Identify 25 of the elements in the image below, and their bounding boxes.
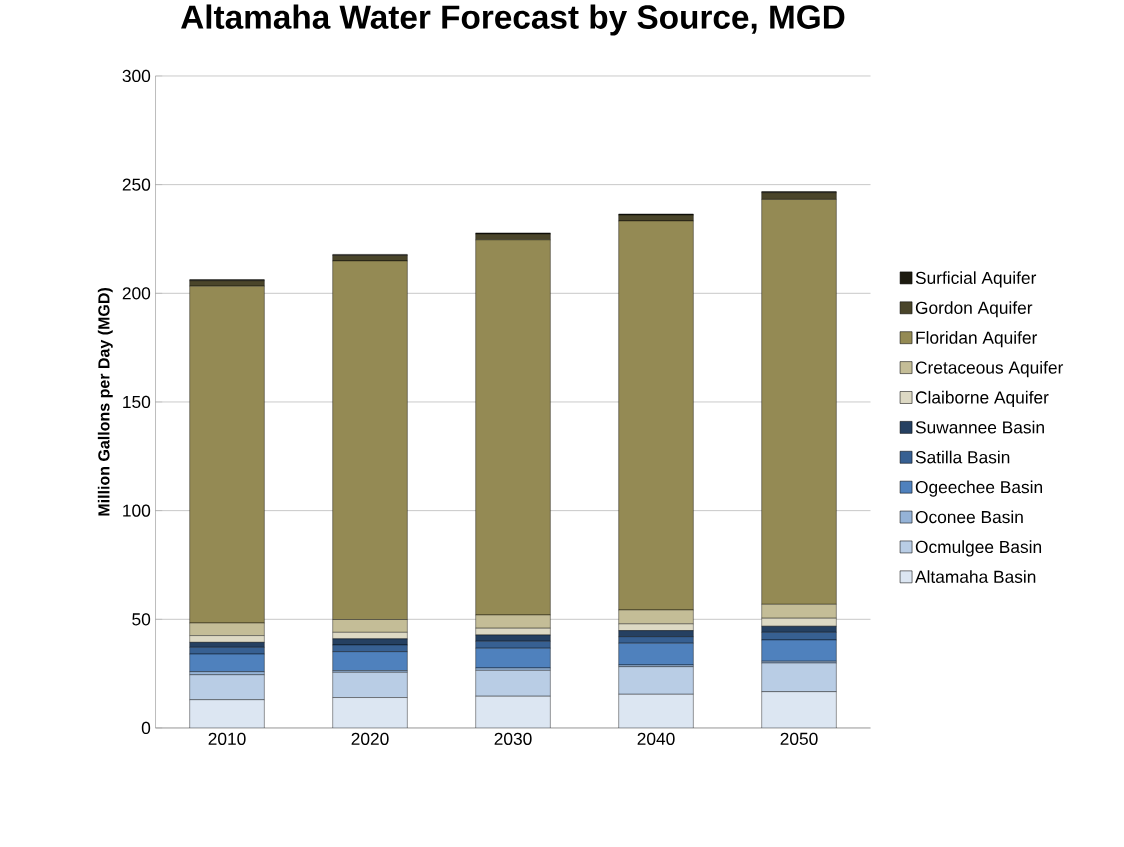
- legend-label: Claiborne Aquifer: [915, 390, 1049, 408]
- legend-label: Gordon Aquifer: [915, 301, 1033, 318]
- x-tick-label: 2050: [780, 732, 818, 745]
- legend-label: Floridan Aquifer: [916, 331, 1038, 348]
- x-tick-label: 2010: [208, 732, 246, 745]
- legend-label: Ogeechee Basin: [915, 480, 1043, 497]
- y-tick-label: 300: [122, 69, 151, 83]
- legend-label: Altamaha Basin: [915, 570, 1036, 583]
- x-tick-label: 2040: [637, 732, 675, 745]
- chart-title: Altamaha Water Forecast by Source, MGD: [181, 4, 845, 36]
- y-tick-label: 100: [123, 504, 151, 517]
- legend-label: Satilla Basin: [915, 450, 1010, 464]
- y-tick-label: 0: [141, 721, 151, 735]
- y-tick-label: 200: [122, 287, 151, 300]
- legend-label: Surficial Aquifer: [915, 271, 1037, 288]
- legend-label: Oconee Basin: [915, 510, 1023, 524]
- x-tick-label: 2030: [494, 732, 532, 745]
- legend-label: Cretaceous Aquifer: [915, 360, 1064, 378]
- y-axis-title: Million Gallons per Day (MGD): [97, 288, 113, 516]
- y-tick-label: 150: [123, 395, 151, 409]
- legend-label: Ocmulgee Basin: [915, 540, 1042, 557]
- y-tick-label: 50: [132, 613, 151, 626]
- x-tick-label: 2020: [351, 732, 389, 745]
- legend-label: Suwannee Basin: [915, 420, 1044, 434]
- y-tick-label: 250: [122, 178, 151, 191]
